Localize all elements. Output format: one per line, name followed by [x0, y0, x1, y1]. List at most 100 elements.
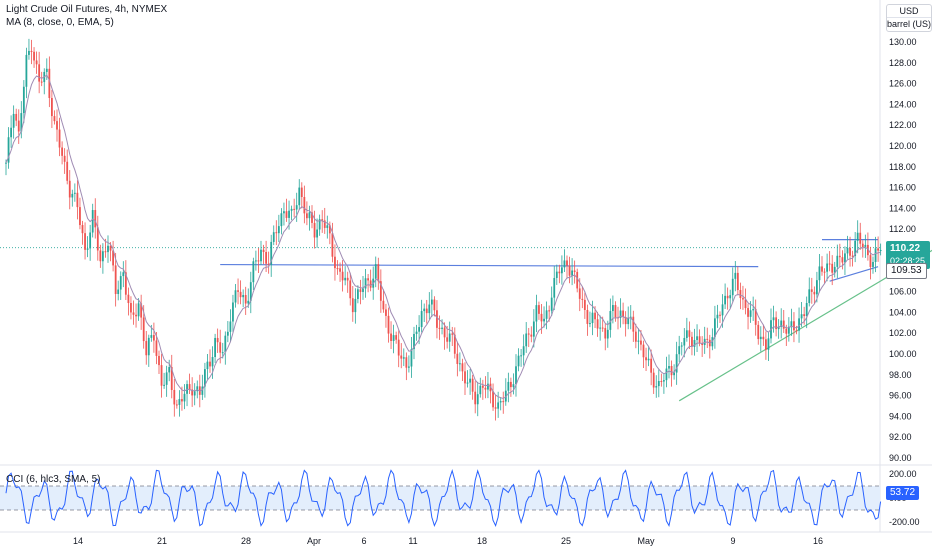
candle-body: [145, 341, 148, 356]
candle-body: [731, 278, 734, 296]
price-tick-label: 92.00: [889, 432, 912, 442]
time-tick-label: 16: [813, 536, 823, 546]
candle-body: [601, 327, 604, 329]
candle: [872, 256, 874, 274]
candle: [277, 214, 280, 243]
candle-body: [425, 308, 428, 314]
candle-body: [323, 220, 326, 228]
price-tick-label: 90.00: [889, 453, 912, 463]
candle-body: [204, 369, 206, 387]
candle: [691, 331, 693, 356]
candle: [474, 381, 477, 414]
candle: [683, 328, 686, 358]
candle: [448, 321, 451, 352]
candle-body: [183, 393, 186, 402]
candle-body: [387, 315, 390, 334]
candle-body: [522, 346, 525, 356]
candle-body: [423, 308, 426, 312]
candle-body: [703, 338, 706, 346]
candle: [89, 224, 92, 261]
candle: [629, 305, 632, 330]
cci-indicator-label[interactable]: CCI (6, hlc3, SMA, 5): [6, 474, 101, 485]
candle-body: [726, 295, 729, 299]
candle-body: [237, 290, 239, 292]
candle: [576, 268, 579, 293]
time-tick-label: 21: [157, 536, 167, 546]
candle: [739, 282, 742, 310]
candle-body: [640, 340, 642, 345]
candle-body: [188, 384, 191, 390]
candle: [752, 296, 755, 321]
candle-body: [568, 265, 571, 276]
candle: [313, 210, 316, 249]
candle-body: [742, 298, 744, 300]
candle-body: [474, 391, 477, 405]
candle-body: [249, 282, 252, 301]
candle: [428, 292, 431, 320]
candle: [619, 298, 622, 328]
currency-unit-selector[interactable]: USD barrel (US): [886, 4, 932, 32]
candle-body: [594, 312, 596, 320]
candle: [520, 348, 522, 367]
candle: [545, 301, 548, 330]
ma-indicator-label[interactable]: MA (8, close, 0, EMA, 5): [6, 17, 114, 28]
candle-body: [507, 381, 510, 391]
candle-body: [362, 288, 364, 293]
candle-body: [119, 276, 122, 290]
candle-body: [775, 317, 777, 330]
candle: [604, 323, 607, 351]
time-tick-label: May: [637, 536, 655, 546]
candle-body: [400, 355, 403, 359]
candle-body: [767, 338, 770, 350]
candle-body: [242, 295, 245, 298]
candle-body: [591, 312, 594, 324]
candle-body: [441, 327, 443, 329]
candle: [838, 243, 841, 268]
candle-body: [532, 321, 535, 337]
candle-body: [20, 113, 23, 132]
candle-body: [499, 401, 502, 403]
candle-body: [663, 380, 665, 382]
candle: [397, 329, 400, 368]
candle-body: [234, 290, 237, 303]
candle: [359, 279, 362, 305]
candle-body: [81, 225, 84, 234]
candle: [237, 278, 239, 305]
candle-body: [275, 232, 278, 234]
candle-body: [670, 366, 673, 376]
candle-body: [40, 81, 43, 83]
candle: [91, 203, 94, 238]
candle-body: [680, 345, 683, 347]
candle: [415, 324, 418, 341]
grid: [0, 0, 932, 533]
candle-body: [777, 326, 780, 330]
cci-tick-label: 200.00: [889, 469, 917, 479]
candle-body: [285, 211, 288, 218]
candle-body: [747, 308, 749, 317]
candle: [147, 334, 150, 367]
candle-body: [35, 60, 38, 65]
price-tick-label: 112.00: [889, 224, 916, 234]
candle-body: [874, 248, 877, 262]
candle: [102, 243, 104, 274]
candle-body: [45, 68, 48, 72]
candle: [479, 377, 482, 398]
candle-body: [369, 280, 372, 288]
candle-body: [61, 147, 63, 156]
candle: [316, 218, 318, 248]
candle-body: [84, 233, 86, 250]
candle-body: [596, 319, 599, 329]
candle-body: [563, 260, 566, 268]
candle: [805, 296, 808, 329]
candle: [420, 299, 423, 333]
candle: [642, 340, 645, 369]
candle: [56, 109, 58, 142]
candle-body: [175, 404, 178, 406]
candle-body: [135, 314, 137, 317]
candle: [859, 222, 862, 250]
candle-body: [645, 357, 647, 361]
candle: [354, 288, 357, 324]
candle: [624, 311, 627, 337]
candle-body: [805, 303, 808, 317]
